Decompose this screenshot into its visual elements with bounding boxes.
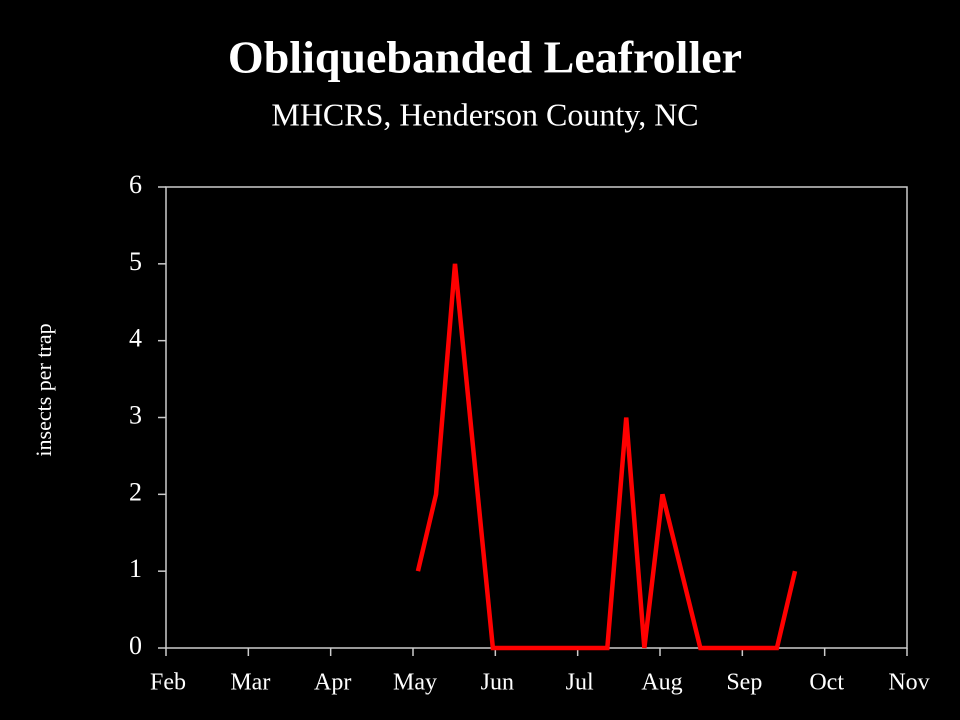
chart-title: Obliquebanded Leafroller (228, 32, 742, 83)
y-tick-label: 5 (129, 247, 142, 276)
y-tick-label: 4 (129, 324, 142, 353)
x-tick-label: Mar (230, 670, 270, 696)
y-tick-label: 0 (129, 631, 142, 660)
x-tick-label: Feb (150, 670, 186, 696)
x-tick-label: Jun (481, 670, 514, 696)
y-tick-label: 2 (129, 477, 142, 506)
data-line (415, 263, 798, 651)
x-tick-label: Aug (641, 670, 682, 696)
x-tick-label: Jul (566, 670, 594, 696)
y-tick-label: 6 (129, 170, 142, 199)
y-axis-label: insects per trap (31, 323, 56, 456)
y-tick-label: 1 (129, 554, 142, 583)
plot-frame (165, 186, 908, 649)
x-tick-label: Oct (809, 670, 844, 696)
chart-subtitle: MHCRS, Henderson County, NC (271, 96, 698, 132)
x-tick-label: Sep (726, 670, 762, 696)
y-tick-label: 3 (129, 400, 142, 429)
x-tick-label: May (393, 670, 437, 696)
x-tick-label: Nov (888, 670, 929, 696)
x-tick-label: Apr (314, 670, 351, 696)
